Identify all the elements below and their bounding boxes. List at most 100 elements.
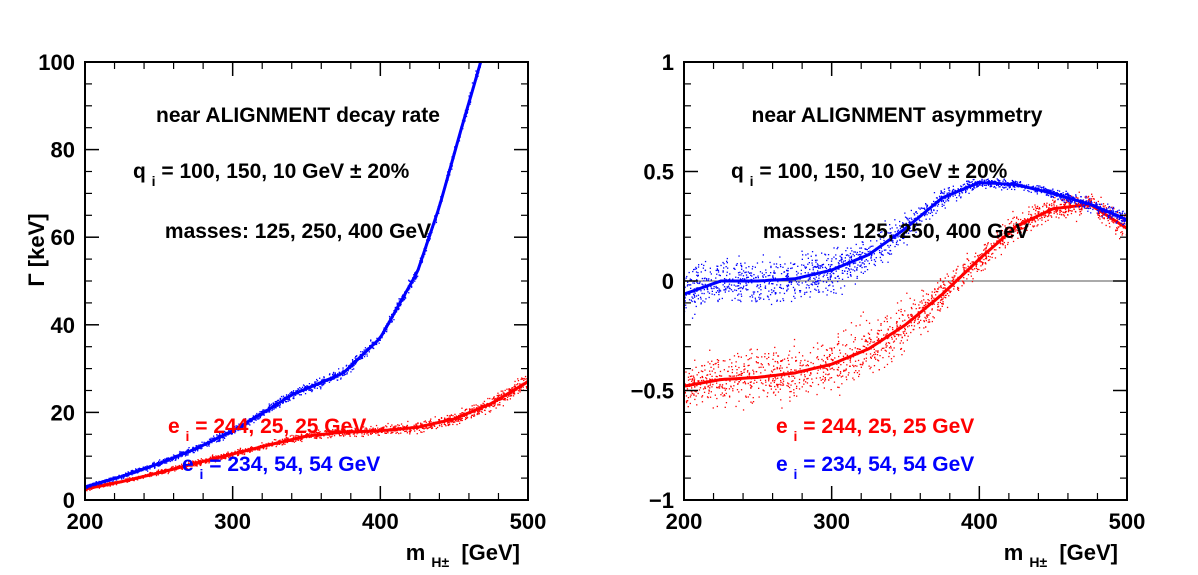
right-scatter-point — [955, 272, 957, 274]
right-scatter-point — [1102, 205, 1104, 207]
right-scatter-point — [970, 272, 972, 274]
right-scatter-point — [706, 378, 708, 380]
right-scatter-point — [730, 386, 732, 388]
left-scatter-point — [243, 453, 245, 456]
right-scatter-point — [1064, 211, 1067, 214]
right-scatter-point — [896, 302, 899, 304]
right-scatter-point — [750, 357, 752, 359]
left-scatter-point — [308, 389, 310, 391]
left-scatter-point — [361, 435, 363, 437]
left-x-tick-label: 500 — [510, 509, 547, 534]
right-scatter-point — [982, 262, 984, 264]
right-scatter-point — [759, 379, 762, 381]
right-scatter-point — [1097, 200, 1099, 203]
right-scatter-point — [1033, 225, 1036, 227]
left-legend-blue: e i = 234, 54, 54 GeV — [182, 453, 380, 484]
right-scatter-point — [740, 373, 742, 375]
left-scatter-point — [398, 424, 400, 427]
right-scatter-point — [733, 355, 736, 357]
right-scatter-point — [992, 252, 994, 255]
right-scatter-point — [978, 254, 980, 256]
left-scatter-point — [208, 443, 211, 445]
right-scatter-point — [957, 265, 959, 268]
right-scatter-point — [1030, 213, 1032, 216]
left-scatter-point — [395, 432, 397, 434]
left-scatter-point — [422, 427, 424, 429]
right-scatter-point — [807, 391, 809, 393]
right-scatter-point — [873, 351, 876, 354]
left-scatter-point — [426, 235, 428, 238]
left-scatter-point — [154, 467, 156, 469]
left-scatter-point — [350, 371, 352, 373]
left-scatter-point — [292, 397, 294, 400]
right-scatter-point — [880, 323, 882, 325]
right-scatter-point — [967, 274, 970, 276]
right-scatter-point — [779, 383, 781, 385]
right-scatter-point — [1077, 198, 1079, 200]
right-scatter-point — [1060, 210, 1062, 212]
left-scatter-point — [270, 404, 272, 406]
right-scatter-point — [1097, 214, 1099, 216]
right-scatter-point — [963, 281, 965, 284]
right-scatter-point — [708, 390, 710, 392]
left-scatter-point — [280, 395, 283, 398]
left-y-tick-label: 100 — [38, 50, 75, 75]
left-scatter-point — [414, 430, 416, 432]
right-scatter-point — [790, 384, 792, 386]
right-scatter-point — [865, 353, 868, 355]
right-scatter-point — [910, 331, 912, 334]
right-scatter-point — [791, 375, 793, 377]
right-scatter-point — [723, 394, 725, 396]
right-scatter-point — [1046, 206, 1048, 208]
left-scatter-point — [265, 443, 267, 445]
right-scatter-point — [859, 363, 861, 366]
left-scatter-point — [323, 383, 325, 386]
right-scatter-point — [983, 249, 985, 251]
right-scatter-point — [1028, 213, 1030, 215]
right-scatter-point — [1032, 225, 1034, 227]
left-scatter-point — [385, 425, 387, 427]
left-scatter-point — [319, 437, 321, 439]
right-scatter-point — [914, 318, 917, 320]
right-scatter-point — [843, 370, 845, 372]
right-scatter-point — [836, 374, 839, 376]
left-scatter-point — [374, 428, 376, 430]
right-scatter-point — [897, 335, 900, 337]
left-legend-red-post: = 244, 25, 25 GeV — [195, 415, 366, 438]
right-scatter-point — [820, 345, 823, 347]
left-scatter-point — [241, 426, 243, 428]
right-scatter-point — [919, 307, 921, 309]
right-scatter-point — [999, 243, 1002, 245]
left-scatter-point — [400, 423, 403, 425]
right-scatter-point — [897, 333, 899, 336]
right-scatter-point — [952, 270, 955, 272]
right-scatter-point — [1100, 196, 1102, 198]
right-scatter-point — [735, 405, 737, 408]
right-scatter-point — [824, 361, 827, 363]
left-scatter-point — [461, 419, 463, 422]
left-scatter-point — [115, 484, 118, 486]
right-scatter-point — [1111, 220, 1113, 222]
right-scatter-point — [795, 360, 797, 362]
right-scatter-point — [698, 371, 700, 374]
right-scatter-point — [874, 353, 877, 355]
right-scatter-point — [803, 378, 805, 381]
right-scatter-point — [837, 333, 839, 335]
right-scatter-point — [864, 340, 866, 343]
right-scatter-point — [789, 350, 791, 352]
right-scatter-point — [756, 348, 758, 351]
right-scatter-point — [795, 369, 797, 371]
right-scatter-point — [736, 372, 738, 374]
left-scatter-point — [487, 397, 489, 400]
left-scatter-point — [219, 433, 221, 436]
left-scatter-point — [215, 441, 218, 443]
right-scatter-point — [787, 382, 789, 384]
right-scatter-point — [1039, 208, 1041, 210]
right-scatter-point — [891, 360, 893, 363]
right-scatter-point — [900, 308, 902, 311]
left-scatter-point — [438, 419, 440, 421]
right-scatter-point — [994, 257, 997, 259]
left-scatter-point — [354, 429, 357, 431]
right-scatter-point — [963, 277, 965, 279]
left-scatter-point — [156, 470, 158, 472]
